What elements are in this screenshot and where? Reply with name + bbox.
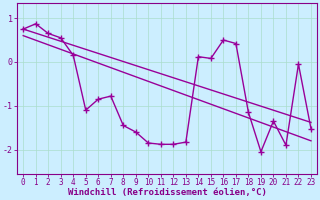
X-axis label: Windchill (Refroidissement éolien,°C): Windchill (Refroidissement éolien,°C) xyxy=(68,188,267,197)
